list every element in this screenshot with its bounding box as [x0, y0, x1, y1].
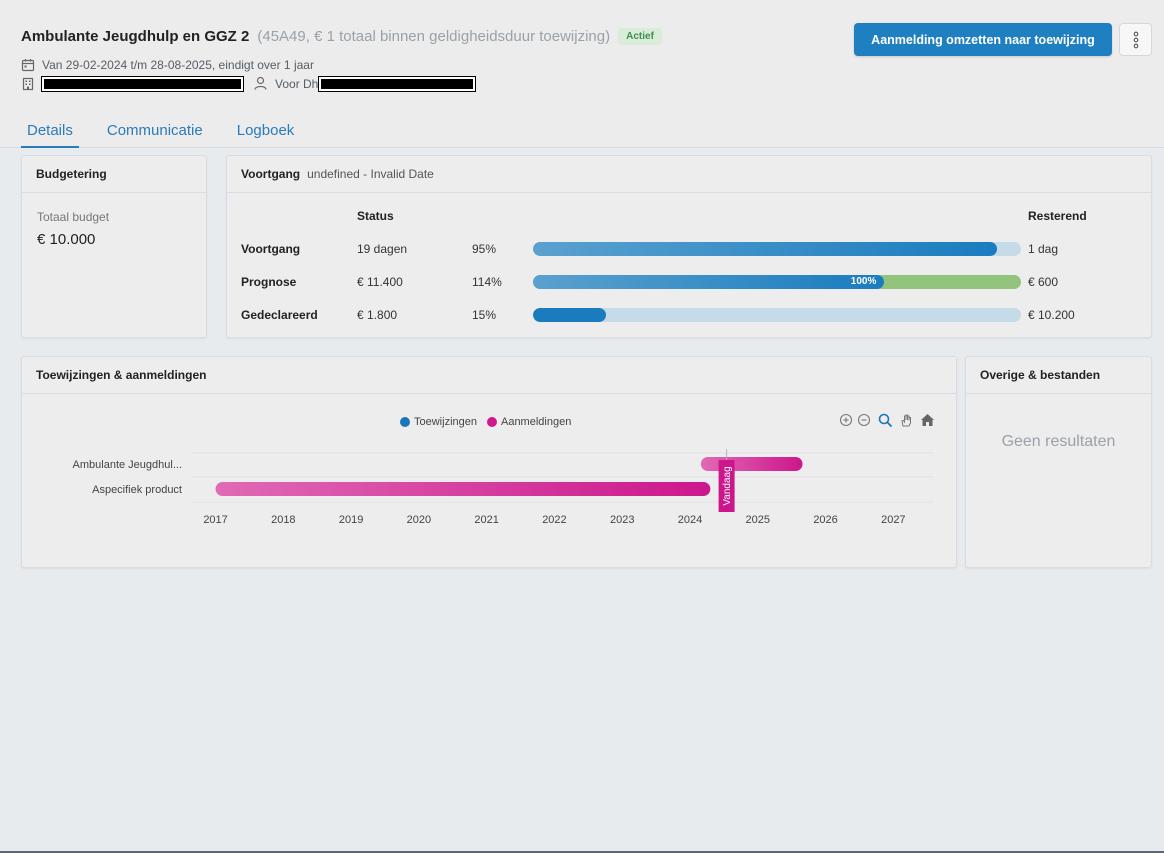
zoom-selection-icon[interactable] [877, 412, 893, 428]
timeline-bar [215, 482, 711, 496]
progress-card: Voortgang undefined - Invalid Date Statu… [226, 155, 1152, 338]
x-tick-label: 2020 [407, 514, 431, 526]
budget-card-title: Budgetering [36, 167, 107, 181]
legend-label-toewijzingen[interactable]: Toewijzingen [414, 416, 477, 428]
remaining-column-header: Resterend [1028, 209, 1087, 223]
row-remaining-voortgang: 1 dag [1028, 242, 1059, 256]
timeline-bar [700, 457, 803, 471]
today-marker [718, 460, 735, 512]
tab-communicatie[interactable]: Communicatie [106, 122, 203, 139]
page-subtitle: (45A49, € 1 totaal binnen geldigheidsduu… [257, 28, 611, 45]
timeline-card: Toewijzingen & aanmeldingen Toewijzingen… [21, 356, 957, 568]
chart-toolbar [838, 412, 938, 428]
category-label: Aspecifiek product [92, 484, 182, 496]
page-header: Ambulante Jeugdhulp en GGZ 2 (45A49, € 1… [0, 0, 1164, 148]
building-icon [22, 77, 34, 90]
row-percent-voortgang: 95% [472, 242, 497, 256]
progress-bar-prognose: 100% [533, 275, 1021, 289]
row-remaining-gedeclareerd: € 10.200 [1028, 308, 1075, 322]
x-tick-label: 2022 [542, 514, 566, 526]
row-label-prognose: Prognose [241, 275, 297, 289]
prognose-fill-label: 100% [850, 276, 877, 287]
timeline-card-title: Toewijzingen & aanmeldingen [36, 368, 207, 382]
budget-card: Budgetering Totaal budget € 10.000 [21, 155, 207, 338]
progress-card-subtitle: undefined - Invalid Date [307, 167, 434, 181]
date-range-text: Van 29-02-2024 t/m 28-08-2025, eindigt o… [42, 58, 314, 72]
progress-card-title: Voortgang [241, 167, 301, 181]
x-tick-label: 2024 [678, 514, 702, 526]
row-percent-gedeclareerd: 15% [472, 308, 497, 322]
budget-card-header: Budgetering [22, 156, 206, 193]
other-files-card-header: Overige & bestanden [966, 357, 1151, 394]
total-budget-value: € 10.000 [37, 231, 96, 248]
calendar-icon [21, 59, 35, 72]
pan-hand-icon[interactable] [898, 412, 914, 428]
timeline-chart: Ambulante Jeugdhul... Aspecifiek product 2… [73, 449, 934, 526]
legend-label-aanmeldingen[interactable]: Aanmeldingen [500, 416, 572, 428]
category-label: Ambulante Jeugdhul... [73, 459, 182, 471]
client-row: Voor Dhr. [21, 75, 477, 92]
progress-fill-gedeclareerd [533, 308, 607, 322]
tab-logboek[interactable]: Logboek [236, 122, 295, 139]
total-budget-label: Totaal budget [37, 210, 110, 224]
tab-bar: Details Communicatie Logboek [21, 118, 322, 148]
row-remaining-prognose: € 600 [1028, 275, 1059, 289]
bottom-border [0, 851, 1164, 853]
x-tick-label: 2017 [203, 514, 227, 526]
row-status-gedeclareerd: € 1.800 [357, 308, 398, 322]
voor-label: Voor Dhr. [275, 76, 326, 91]
other-files-card-title: Overige & bestanden [980, 368, 1101, 382]
x-tick-label: 2026 [813, 514, 837, 526]
timeline-card-header: Toewijzingen & aanmeldingen [22, 357, 956, 394]
x-tick-label: 2027 [881, 514, 905, 526]
chart-legend: Toewijzingen Aanmeldingen [400, 416, 571, 428]
title-row: Ambulante Jeugdhulp en GGZ 2 (45A49, € 1… [21, 28, 662, 45]
redacted-organisation [41, 75, 244, 92]
row-percent-prognose: 114% [472, 275, 502, 289]
x-tick-label: 2019 [339, 514, 363, 526]
empty-results-text: Geen resultaten [1001, 433, 1116, 450]
more-options-button[interactable] [1119, 23, 1152, 56]
row-label-voortgang: Voortgang [241, 242, 301, 256]
status-column-header: Status [357, 209, 394, 223]
x-tick-label: 2025 [746, 514, 770, 526]
x-tick-label: 2021 [474, 514, 498, 526]
status-badge: Actief [618, 28, 662, 45]
today-label: Vandaag [722, 466, 733, 505]
redacted-client-name [318, 75, 477, 92]
more-vertical-icon [1133, 31, 1138, 48]
person-icon [254, 76, 267, 90]
progress-bar-gedeclareerd [533, 308, 1021, 322]
date-range-row: Van 29-02-2024 t/m 28-08-2025, eindigt o… [21, 58, 314, 72]
legend-dot-aanmeldingen [486, 417, 497, 427]
zoom-in-icon[interactable] [838, 412, 854, 428]
x-tick-label: 2018 [271, 514, 295, 526]
row-status-voortgang: 19 dagen [357, 242, 408, 256]
home-reset-icon[interactable] [919, 412, 935, 428]
progress-card-header: Voortgang undefined - Invalid Date [227, 156, 1151, 193]
legend-dot-toewijzingen [400, 417, 410, 427]
progress-fill-prognose: 100% [533, 275, 885, 289]
tab-details[interactable]: Details [21, 118, 79, 148]
zoom-out-icon[interactable] [856, 412, 872, 428]
row-status-prognose: € 11.400 [357, 275, 403, 289]
page-title: Ambulante Jeugdhulp en GGZ 2 [21, 28, 250, 45]
convert-to-allocation-button[interactable]: Aanmelding omzetten naar toewijzing [854, 23, 1112, 56]
x-tick-label: 2023 [610, 514, 634, 526]
other-files-card: Overige & bestanden Geen resultaten [965, 356, 1152, 568]
progress-fill-voortgang [533, 242, 997, 256]
row-label-gedeclareerd: Gedeclareerd [241, 308, 318, 322]
progress-bar-voortgang [533, 242, 1021, 256]
